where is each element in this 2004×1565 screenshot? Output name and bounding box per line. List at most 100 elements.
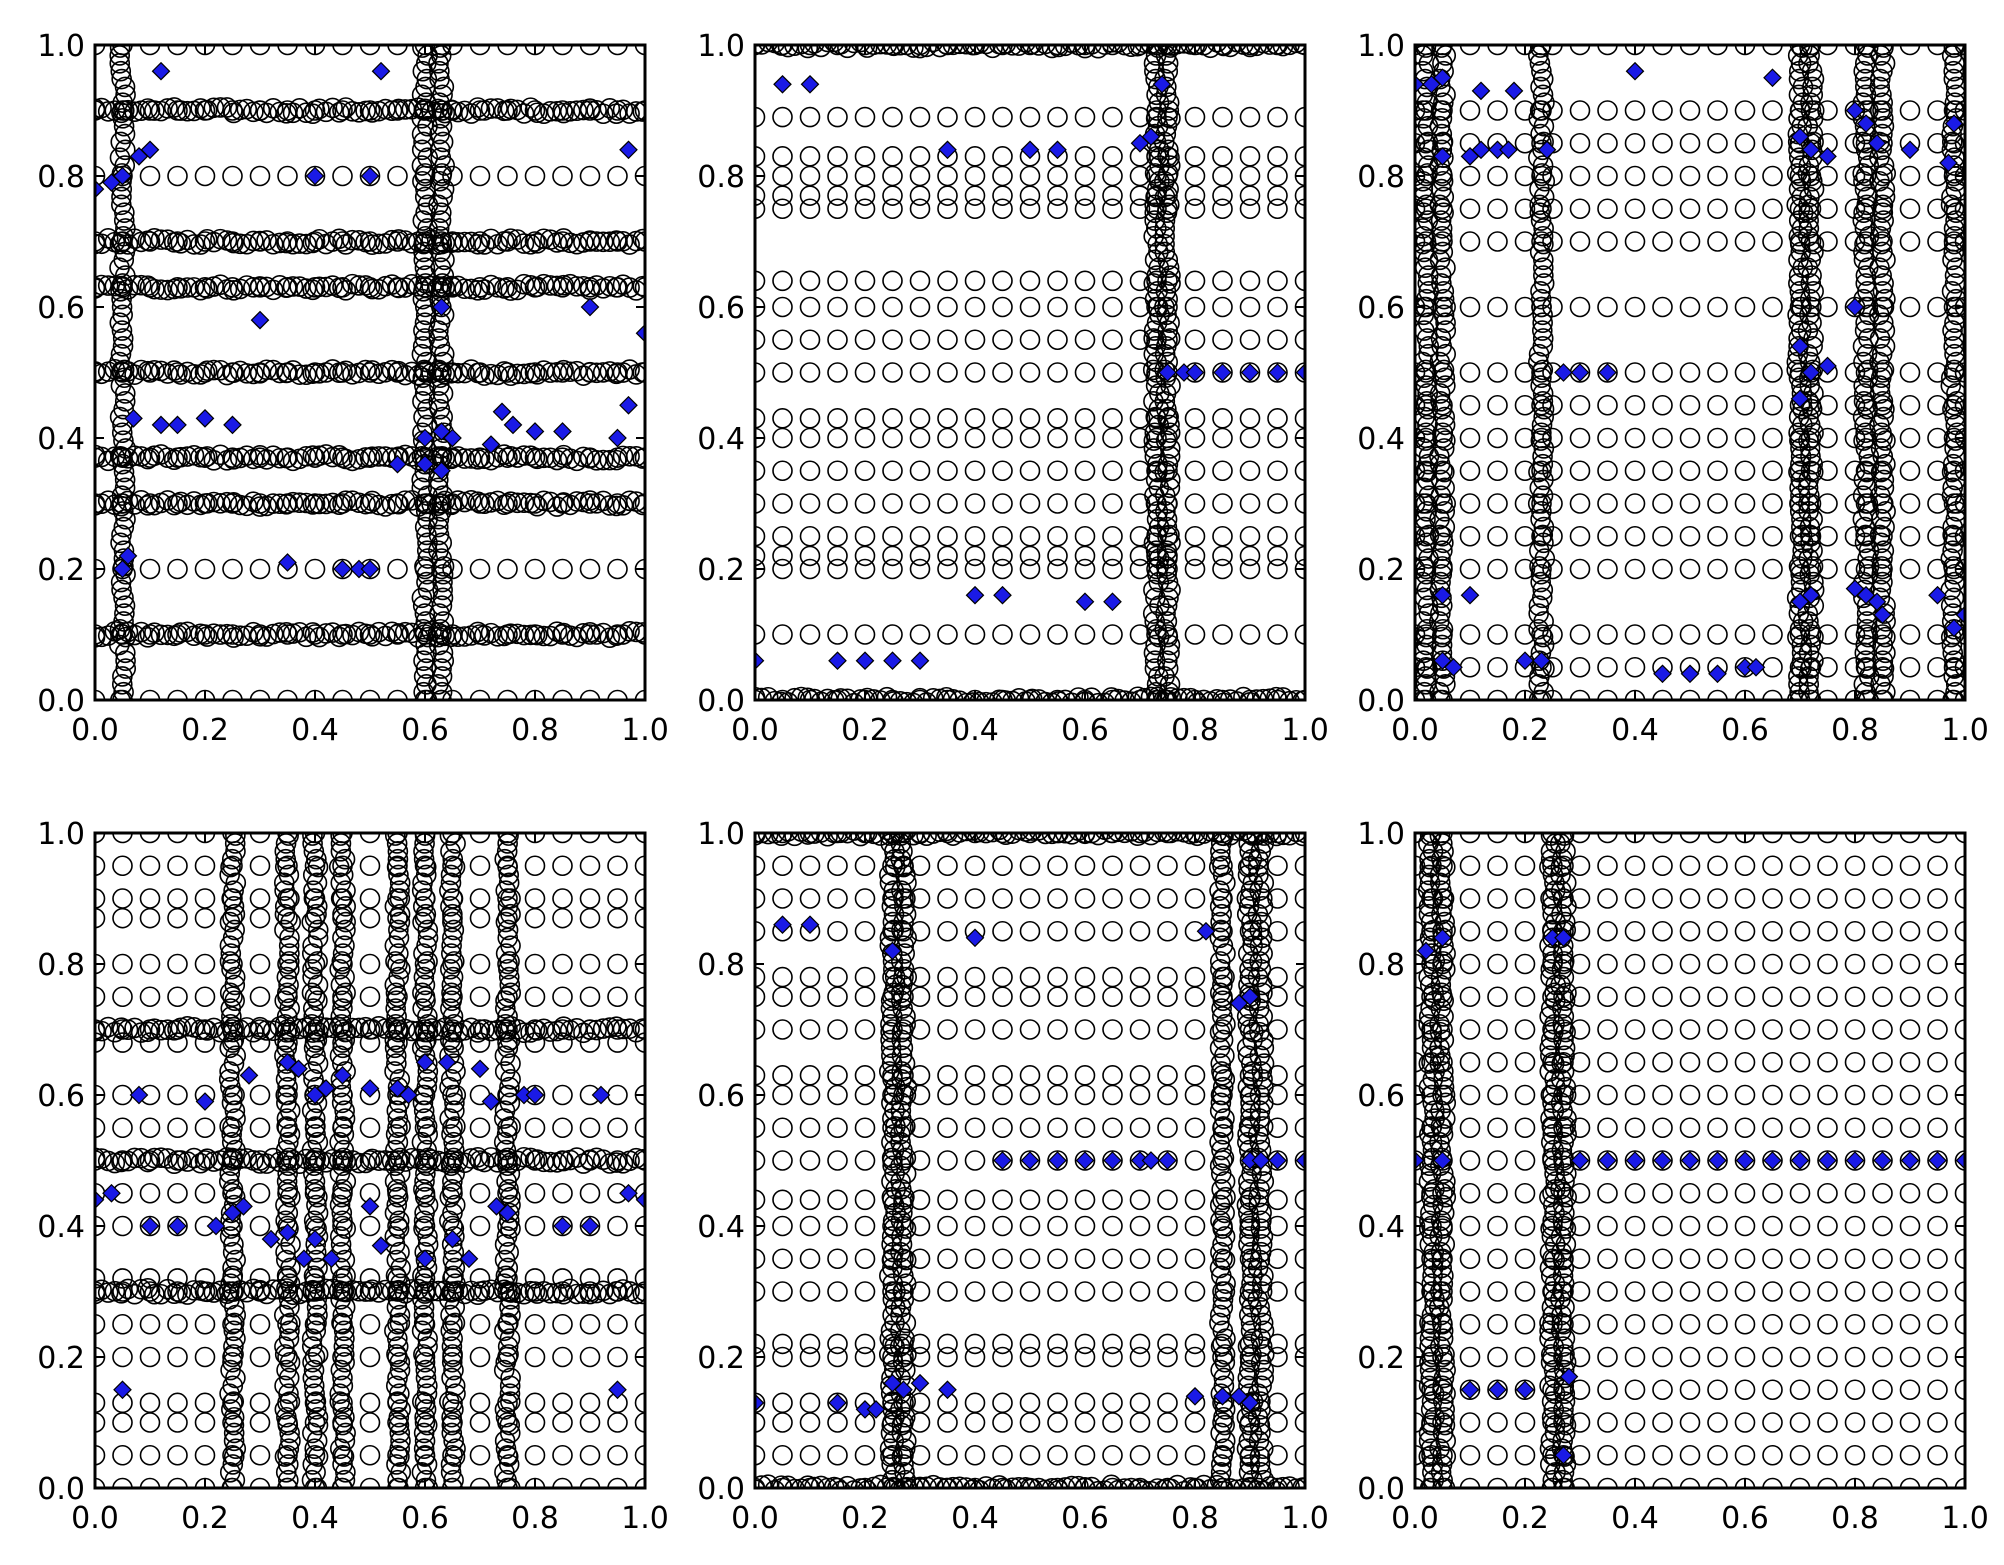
- circle-point: [1945, 508, 1965, 530]
- circle-point: [909, 855, 931, 877]
- circle-point: [592, 1018, 614, 1039]
- circle-point: [170, 1282, 192, 1304]
- diamond-point: [965, 585, 985, 605]
- circle-point: [1530, 508, 1551, 530]
- circle-point: [755, 1281, 766, 1302]
- circle-point: [1184, 1281, 1206, 1302]
- circle-point: [1157, 163, 1179, 184]
- circle-point: [386, 1053, 407, 1074]
- circle-point: [304, 231, 326, 252]
- diamond-point: [360, 559, 380, 579]
- circle-point: [772, 146, 793, 167]
- circle-point: [566, 276, 588, 297]
- circle-point: [1431, 626, 1453, 648]
- circle-point: [219, 1116, 240, 1137]
- circle-point: [1157, 966, 1178, 988]
- diamond-point: [1955, 605, 1965, 625]
- circle-point: [1047, 1150, 1068, 1171]
- circle-point: [1762, 362, 1783, 383]
- circle-point: [276, 1406, 297, 1428]
- circle-point: [1624, 132, 1646, 154]
- circle-point: [427, 516, 449, 538]
- y-tick-label: 1.0: [37, 817, 85, 852]
- circle-point: [909, 296, 931, 318]
- circle-point: [1074, 1117, 1096, 1139]
- circle-point: [445, 1273, 466, 1294]
- circle-point: [772, 1281, 793, 1302]
- circle-point: [1899, 689, 1921, 700]
- circle-point: [388, 864, 409, 886]
- circle-point: [1569, 558, 1591, 580]
- circle-point: [606, 449, 627, 471]
- circle-point: [130, 490, 152, 511]
- circle-point: [1652, 427, 1673, 449]
- circle-point: [196, 360, 218, 381]
- circle-point: [909, 329, 931, 351]
- circle-point: [964, 1346, 986, 1368]
- circle-point: [428, 320, 449, 341]
- diamond-point: [360, 166, 380, 186]
- circle-point: [256, 102, 277, 124]
- circle-point: [277, 1179, 299, 1200]
- circle-point: [1184, 1333, 1206, 1355]
- circle-point: [1624, 100, 1646, 121]
- circle-point: [757, 686, 779, 700]
- circle-point: [115, 438, 136, 459]
- circle-point: [469, 1444, 491, 1466]
- circle-point: [304, 1171, 326, 1192]
- circle-point: [1102, 986, 1123, 1008]
- circle-point: [612, 445, 634, 467]
- circle-point: [274, 841, 296, 862]
- y-tick-label: 0.2: [37, 553, 85, 588]
- circle-point: [1154, 343, 1176, 365]
- circle-point: [1102, 1065, 1123, 1086]
- circle-point: [1652, 689, 1673, 700]
- circle-point: [1429, 681, 1450, 700]
- circle-point: [282, 276, 304, 297]
- circle-point: [1143, 430, 1165, 451]
- circle-point: [359, 1150, 381, 1171]
- y-tick-label: 0.2: [1357, 553, 1405, 588]
- circle-point: [1019, 106, 1041, 128]
- circle-point: [474, 1280, 495, 1301]
- circle-point: [634, 888, 645, 909]
- circle-point: [275, 1139, 297, 1161]
- circle-point: [331, 1013, 352, 1035]
- circle-point: [411, 587, 433, 609]
- circle-point: [1652, 165, 1673, 187]
- circle-point: [1074, 460, 1096, 482]
- circle-point: [1184, 1150, 1206, 1171]
- circle-point: [1873, 658, 1895, 679]
- circle-point: [224, 903, 246, 925]
- circle-point: [1542, 198, 1563, 220]
- circle-point: [632, 362, 645, 383]
- circle-point: [607, 1084, 628, 1106]
- circle-point: [1417, 398, 1439, 420]
- circle-point: [1074, 855, 1096, 877]
- circle-point: [1184, 1189, 1206, 1211]
- circle-point: [1102, 106, 1123, 128]
- circle-point: [375, 625, 396, 647]
- circle-point: [1943, 556, 1964, 577]
- diamond-point: [1471, 81, 1491, 101]
- circle-point: [163, 1283, 185, 1304]
- circle-point: [280, 1430, 301, 1452]
- circle-point: [1707, 231, 1728, 252]
- circle-point: [540, 1021, 561, 1042]
- circle-point: [827, 966, 848, 988]
- circle-point: [937, 296, 958, 318]
- circle-point: [190, 1152, 211, 1174]
- circle-point: [498, 1454, 520, 1475]
- circle-point: [441, 935, 462, 956]
- circle-point: [882, 525, 903, 547]
- circle-point: [632, 622, 645, 643]
- circle-point: [249, 276, 271, 297]
- circle-point: [882, 493, 903, 514]
- circle-point: [95, 278, 106, 299]
- circle-point: [359, 1281, 381, 1302]
- circle-point: [1155, 556, 1177, 577]
- circle-point: [937, 427, 958, 449]
- circle-point: [1873, 689, 1894, 700]
- circle-point: [1415, 198, 1426, 220]
- circle-point: [1212, 296, 1233, 318]
